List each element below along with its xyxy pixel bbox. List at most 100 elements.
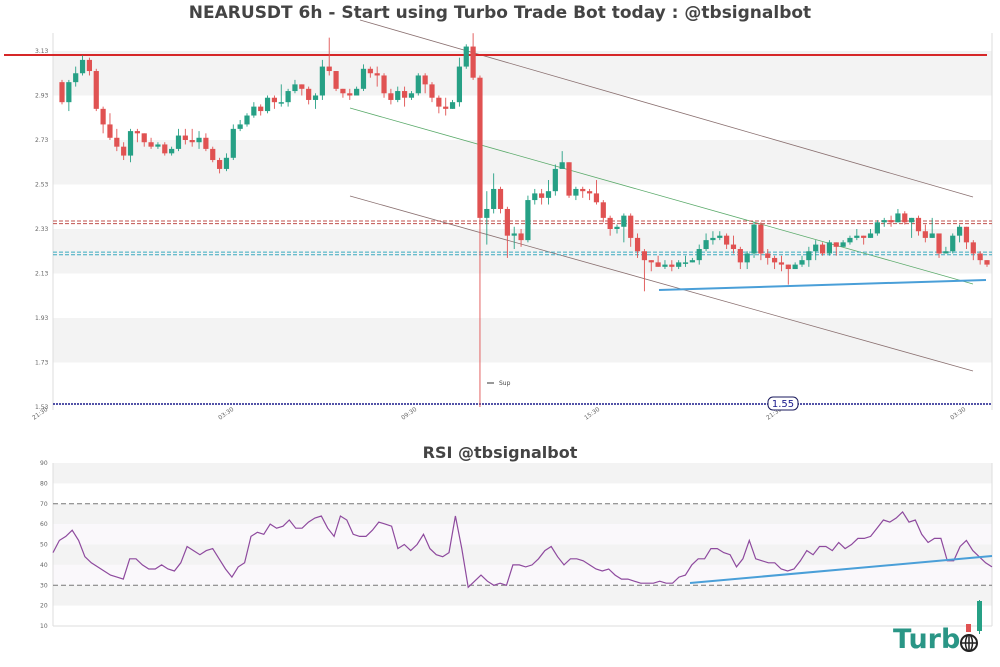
candle	[552, 164, 558, 196]
candle	[312, 93, 319, 109]
candle	[580, 186, 586, 198]
candle	[943, 246, 949, 254]
candle	[456, 57, 463, 107]
candle	[909, 217, 915, 238]
candle	[881, 217, 887, 227]
candle	[59, 79, 65, 105]
candle	[847, 235, 853, 245]
candle	[114, 128, 120, 152]
candle	[374, 66, 380, 87]
candle	[532, 188, 538, 205]
candle	[162, 142, 168, 156]
y-tick-label: 2.73	[35, 137, 49, 144]
support-trendline	[658, 279, 987, 291]
candle	[292, 79, 298, 94]
y-tick-label: 1.53	[35, 404, 49, 411]
candle	[861, 235, 867, 245]
y-tick-label: 1.93	[35, 315, 49, 322]
candle	[970, 240, 976, 261]
candle	[833, 242, 839, 256]
candle	[730, 235, 737, 254]
candle	[682, 255, 689, 267]
candle	[819, 242, 826, 256]
candle	[285, 88, 291, 107]
candle	[237, 119, 243, 132]
candle	[477, 75, 483, 407]
candle	[175, 128, 182, 152]
candle	[415, 73, 421, 96]
candle	[360, 64, 367, 92]
candle	[648, 260, 654, 272]
candle	[141, 133, 147, 147]
price-chart: 3.132.932.732.532.332.131.931.731.5321:3…	[4, 19, 993, 422]
candle	[593, 180, 600, 205]
y-tick-label: 2.93	[35, 93, 49, 100]
logo-text: Turb	[893, 624, 961, 655]
candle	[539, 188, 545, 205]
candle	[621, 213, 627, 243]
candle	[134, 128, 140, 143]
candle	[449, 99, 456, 109]
y-tick-label: 2.13	[35, 271, 49, 278]
candle	[545, 180, 552, 205]
rsi-y-tick: 80	[40, 480, 48, 487]
candle	[874, 220, 880, 236]
candle	[902, 211, 908, 225]
candle	[443, 97, 449, 116]
candle	[367, 66, 373, 78]
candle	[963, 226, 970, 250]
rsi-y-tick: 90	[40, 460, 48, 467]
candle	[813, 240, 819, 261]
chart-title: NEARUSDT 6h - Start using Turbo Trade Bo…	[188, 3, 812, 23]
candle	[751, 222, 757, 258]
candle	[676, 260, 682, 270]
rsi-y-tick: 30	[40, 582, 48, 589]
candle	[744, 251, 750, 270]
candle	[86, 57, 93, 76]
candle	[888, 215, 894, 227]
candle	[470, 33, 476, 80]
candle	[936, 233, 942, 258]
candle	[922, 224, 928, 243]
candle	[66, 79, 72, 112]
candle	[264, 95, 271, 114]
candle	[717, 231, 723, 241]
candle	[724, 233, 730, 250]
support-price-badge: 1.55	[767, 396, 799, 411]
candle	[189, 128, 195, 147]
svg-text:1.55: 1.55	[772, 399, 794, 410]
candle	[566, 162, 572, 198]
candle	[559, 151, 565, 169]
candle	[306, 86, 312, 105]
rsi-y-tick: 70	[40, 501, 48, 508]
candle	[319, 59, 325, 100]
rsi-y-tick: 20	[40, 603, 48, 610]
candle	[806, 246, 812, 267]
candle	[395, 86, 401, 103]
candle	[182, 128, 188, 145]
rsi-y-tick: 10	[40, 623, 48, 630]
candle	[915, 215, 922, 236]
candle	[347, 88, 353, 100]
candle	[223, 153, 230, 172]
candle	[641, 249, 648, 292]
candle	[689, 257, 695, 263]
candle	[79, 55, 86, 76]
globe-icon	[960, 600, 982, 652]
candle	[429, 82, 435, 103]
candle	[388, 88, 394, 105]
y-tick-label: 2.53	[35, 182, 49, 189]
candle	[155, 142, 161, 149]
candle	[278, 84, 284, 107]
candle	[299, 84, 305, 96]
turbo-logo: Turb	[893, 624, 960, 655]
candle	[333, 71, 339, 92]
candle	[710, 231, 716, 245]
candle	[210, 146, 216, 163]
candle	[765, 249, 771, 265]
candle	[525, 195, 531, 243]
candle	[326, 37, 332, 76]
candle	[408, 91, 415, 100]
candle	[669, 260, 675, 272]
candle	[216, 157, 223, 174]
